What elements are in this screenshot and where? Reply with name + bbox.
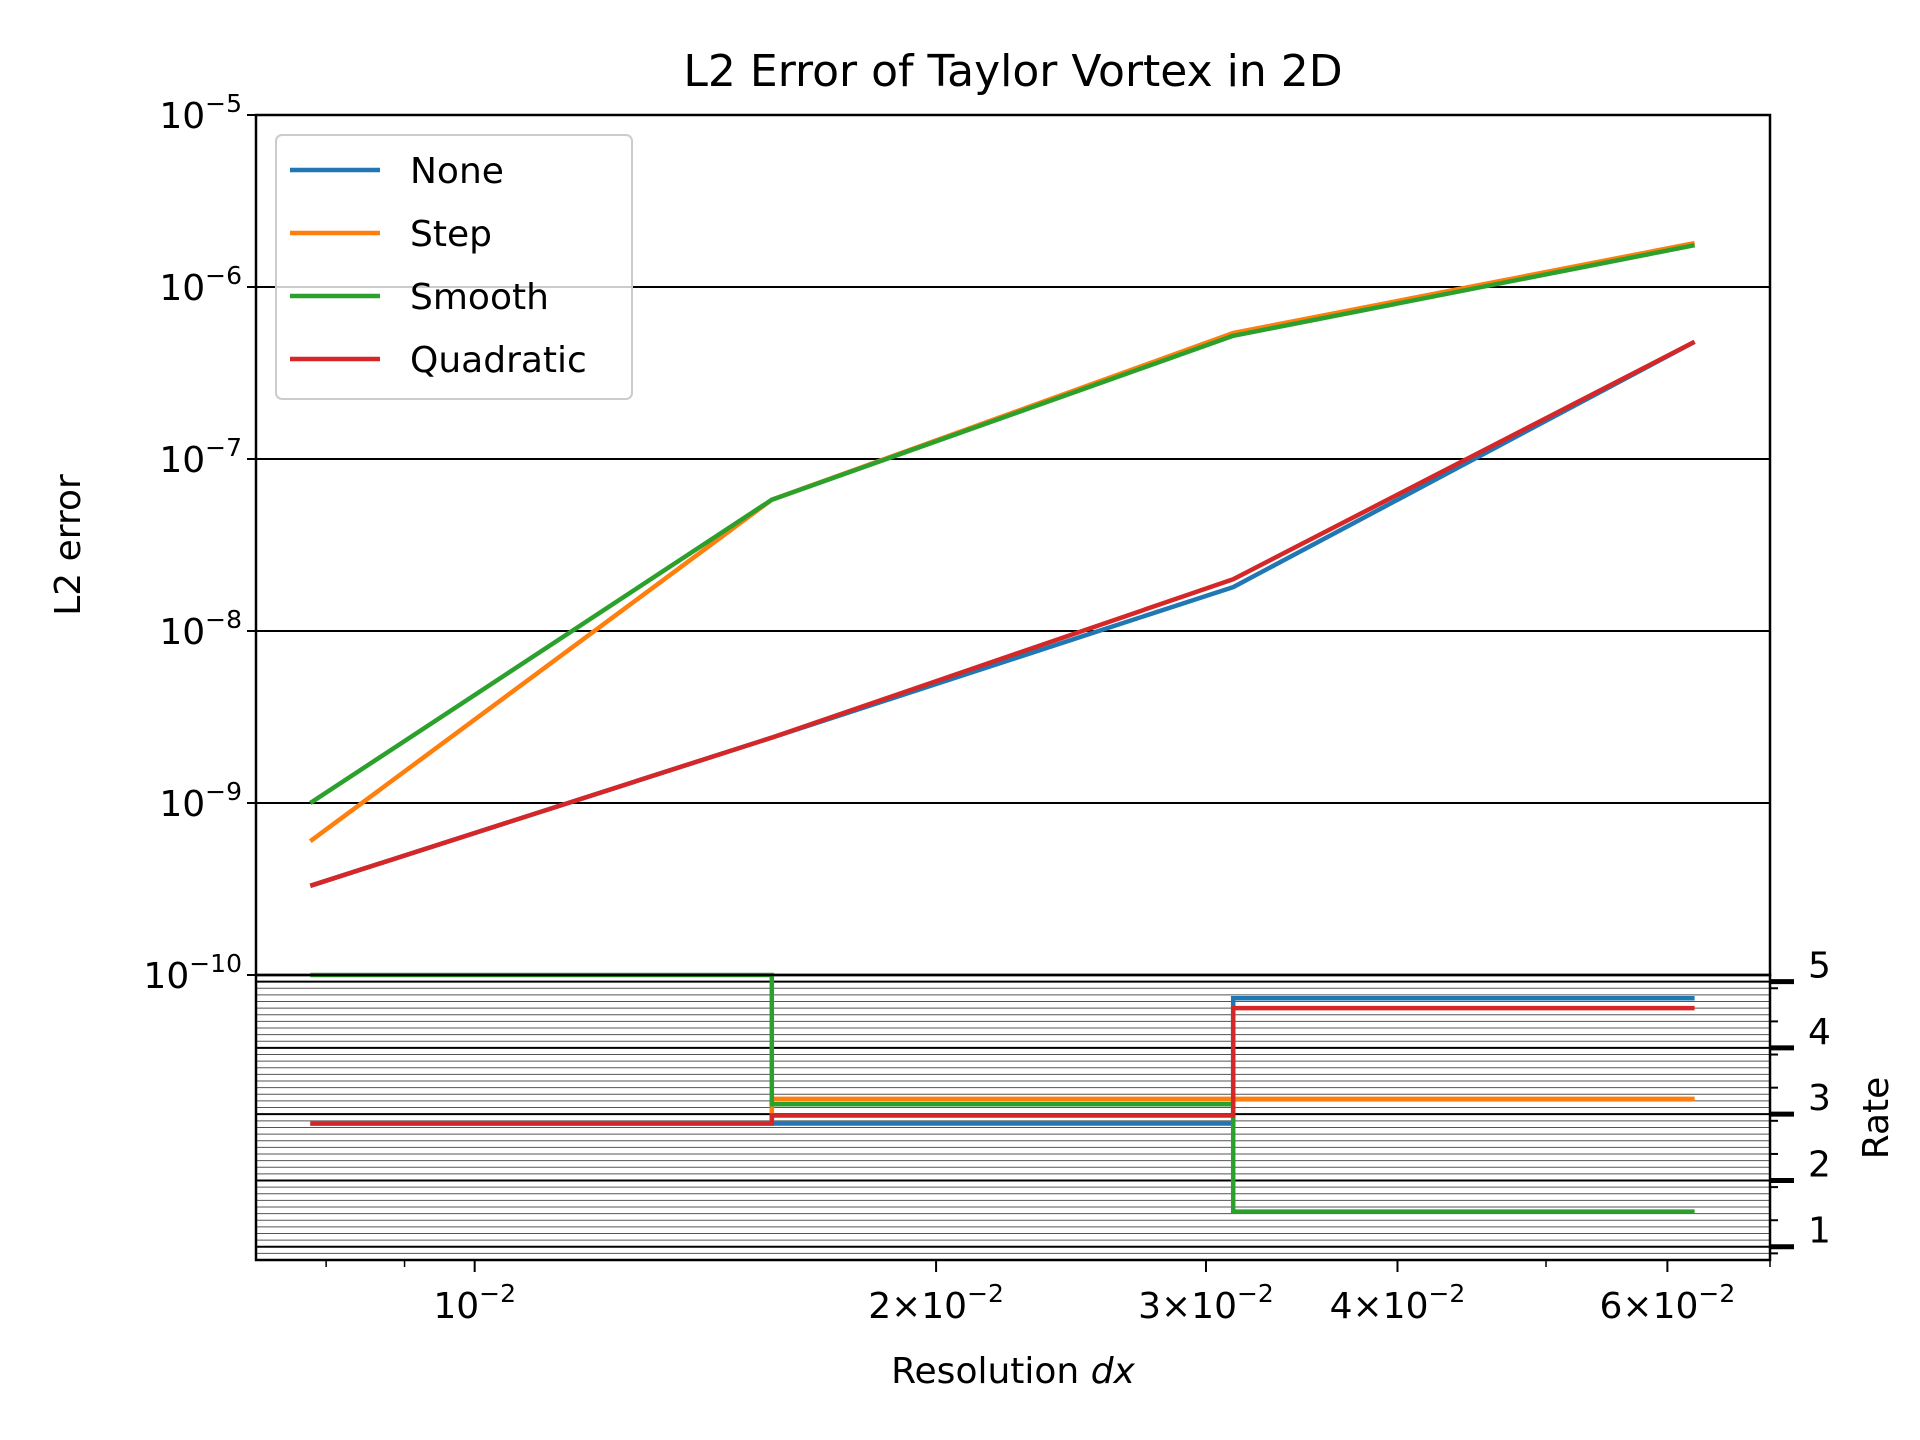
top-series-line-quadratic [309,339,1696,888]
top-ytick-label: 10−7 [159,433,242,481]
x-axis-label: Resolution dx [891,1351,1135,1392]
top-y-axis-label: L2 error [48,474,89,616]
xtick-label: 10−2 [433,1279,516,1327]
rate-series-line-quadratic [310,1005,1695,1126]
bottom-y-axis-label: Rate [1856,1077,1897,1160]
top-ytick-label: 10−8 [159,605,242,653]
x-ticks-group: 10−2 2×10−2 3×10−2 4×10−2 6×10−2 [325,1260,1771,1327]
legend-frame [275,134,633,400]
rate-ytick-label: 3 [1808,1078,1831,1119]
top-ytick-label: 10−5 [159,89,242,137]
xtick-label: 4×10−2 [1330,1279,1466,1327]
legend: None Step Smooth Quadratic [275,134,633,400]
xtick-label: 6×10−2 [1600,1279,1736,1327]
rate-ytick-label: 1 [1808,1211,1831,1252]
rate-ytick-label: 5 [1808,946,1831,987]
top-series-line-smooth [309,242,1696,805]
legend-label-none: None [410,151,504,192]
top-yticks-group: 10−5 10−6 10−7 10−8 10−9 10−10 [143,89,256,997]
rate-ytick-label: 4 [1808,1012,1831,1053]
bottom-yticks-group: 1 2 3 4 5 [1770,946,1831,1255]
top-ytick-label: 10−10 [143,949,242,997]
legend-label-step: Step [410,214,492,255]
rate-ytick-label: 2 [1808,1144,1831,1185]
top-ytick-label: 10−6 [159,261,242,309]
chart-title: L2 Error of Taylor Vortex in 2D [683,46,1342,97]
x-axis-label-prefix: Resolution [891,1351,1091,1392]
xtick-label: 2×10−2 [868,1279,1004,1327]
top-lines-group [308,240,1696,888]
legend-label-quadratic: Quadratic [410,340,587,381]
legend-label-smooth: Smooth [410,277,549,318]
xtick-label: 3×10−2 [1138,1279,1274,1327]
bottom-axes-frame [254,973,1772,1262]
top-ytick-label: 10−9 [159,777,242,825]
x-axis-label-variable: dx [1091,1351,1136,1392]
